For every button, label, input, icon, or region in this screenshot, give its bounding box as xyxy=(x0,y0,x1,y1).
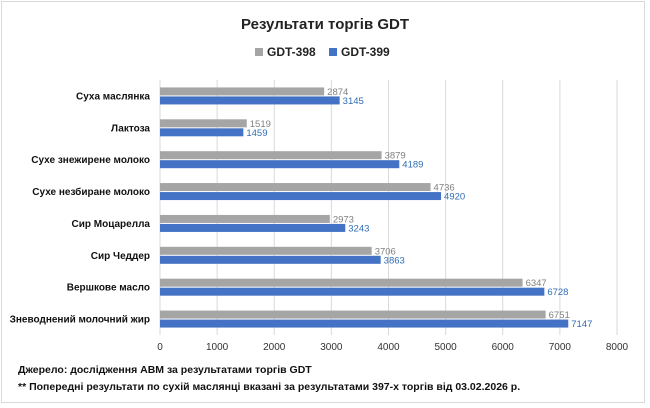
x-tick-label: 3000 xyxy=(320,342,343,353)
bar-gdt-399 xyxy=(160,319,569,328)
bar-gdt-398 xyxy=(160,246,372,255)
bar-gdt-398 xyxy=(160,310,546,319)
bars-layer xyxy=(160,87,569,328)
legend-label: GDT-399 xyxy=(341,45,390,59)
source-note: Джерело: дослідження АВМ за результатами… xyxy=(18,364,312,376)
bar-gdt-398 xyxy=(160,119,247,128)
category-label: Суха маслянка xyxy=(76,91,150,102)
category-label: Сир Чеддер xyxy=(91,251,150,262)
x-tick-label: 7000 xyxy=(549,342,572,353)
bar-gdt-398 xyxy=(160,183,431,192)
bar-gdt-399 xyxy=(160,96,340,105)
bar-gdt-399 xyxy=(160,223,346,232)
category-label: Сир Моцарелла xyxy=(72,219,151,230)
category-label: Лактоза xyxy=(111,123,150,134)
bar-gdt-398 xyxy=(160,278,523,287)
x-tick-label: 6000 xyxy=(492,342,515,353)
footnote: ** Попередні результати по сухій маслянц… xyxy=(18,381,521,393)
data-label: 2874 xyxy=(327,87,348,98)
data-label: 2973 xyxy=(333,214,354,225)
data-label: 1519 xyxy=(250,119,271,130)
data-label: 3243 xyxy=(348,223,369,234)
x-tick-label: 4000 xyxy=(377,342,400,353)
data-label: 3706 xyxy=(375,246,396,257)
data-label: 6347 xyxy=(526,278,547,289)
bar-gdt-398 xyxy=(160,151,382,160)
data-label: 6728 xyxy=(547,287,568,298)
data-label: 3879 xyxy=(385,151,406,162)
category-label: Зневоднений молочний жир xyxy=(10,315,150,326)
legend-swatch xyxy=(329,48,337,56)
bar-gdt-398 xyxy=(160,87,325,96)
x-tick-label: 2000 xyxy=(263,342,286,353)
data-label: 3863 xyxy=(384,255,405,266)
x-tick-label: 8000 xyxy=(606,342,629,353)
bar-gdt-399 xyxy=(160,160,400,169)
bar-gdt-398 xyxy=(160,214,330,223)
data-label: 7147 xyxy=(571,319,592,330)
data-label: 1459 xyxy=(246,128,267,139)
data-label: 4189 xyxy=(402,160,423,171)
data-label: 4920 xyxy=(444,192,465,203)
legend-swatch xyxy=(255,48,263,56)
labels-layer: 0 1000 2000 3000 4000 5000 6000 7000 8000 Суха ма… xyxy=(10,87,629,353)
data-label: 6751 xyxy=(549,310,570,321)
category-label: Вершкове масло xyxy=(67,283,150,294)
data-label: 3145 xyxy=(343,96,364,107)
x-tick-label: 1000 xyxy=(206,342,229,353)
category-label: Сухе незбиране молоко xyxy=(32,186,150,198)
bar-gdt-399 xyxy=(160,255,381,264)
chart-frame xyxy=(1,1,645,403)
data-label: 4736 xyxy=(434,183,455,194)
category-label: Сухе знежирене молоко xyxy=(31,155,150,166)
legend: GDT-398 GDT-399 xyxy=(255,45,390,59)
bar-gdt-399 xyxy=(160,192,442,201)
legend-label: GDT-398 xyxy=(267,45,316,59)
x-tick-label: 0 xyxy=(157,342,163,353)
bar-gdt-399 xyxy=(160,287,545,296)
x-tick-label: 5000 xyxy=(435,342,458,353)
bar-gdt-399 xyxy=(160,128,244,137)
chart-title: Результати торгів GDT xyxy=(241,16,409,33)
